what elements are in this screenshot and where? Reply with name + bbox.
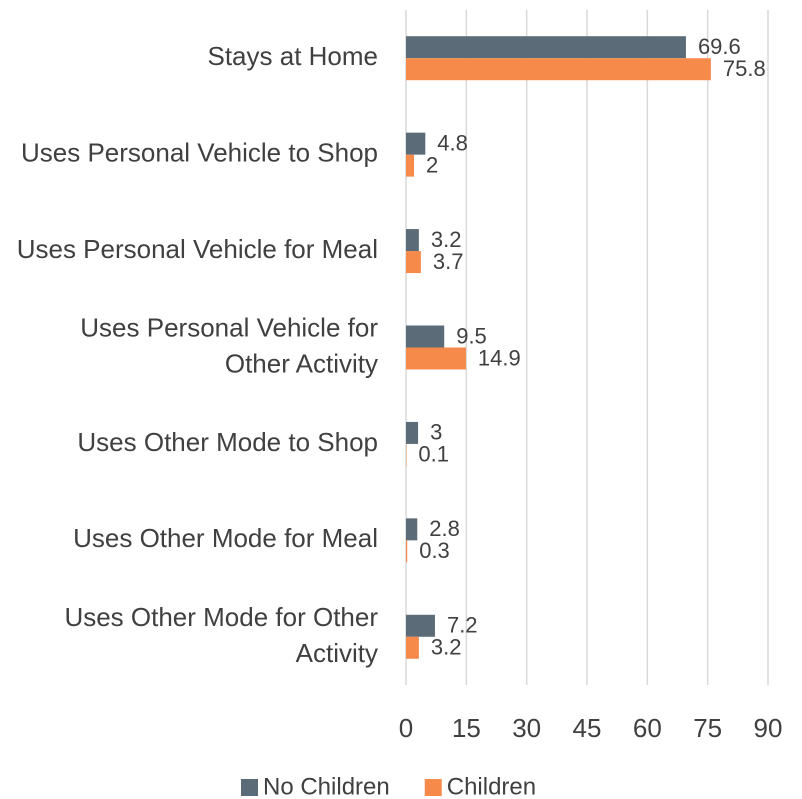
value-label: 9.5: [456, 323, 487, 348]
bar: [406, 347, 466, 370]
x-tick-label: 75: [693, 713, 722, 743]
y-tick-label: Uses Other Mode for Other Activity: [64, 602, 378, 668]
value-label: 3.2: [431, 635, 462, 660]
x-tick-label: 45: [573, 713, 602, 743]
bar: [406, 636, 419, 659]
label-line: Activity: [296, 638, 378, 668]
y-tick-label: Uses Other Mode to Shop: [77, 427, 378, 457]
bar: [406, 325, 445, 348]
y-tick-label: Uses Other Mode for Meal: [73, 523, 378, 553]
value-label: 69.6: [698, 34, 741, 59]
bar: [406, 229, 419, 252]
bar: [406, 36, 686, 59]
bar: [406, 154, 415, 177]
value-label: 0.3: [419, 538, 450, 563]
bar: [406, 421, 419, 444]
legend-label: No Children: [263, 773, 390, 799]
value-label: 75.8: [723, 56, 766, 81]
label-line: Uses Personal Vehicle for: [80, 312, 378, 342]
x-tick-label: 0: [399, 713, 413, 743]
value-label: 2: [426, 152, 438, 177]
value-label: 0.1: [418, 442, 449, 467]
x-tick-label: 30: [512, 713, 541, 743]
x-tick-label: 15: [452, 713, 481, 743]
value-label: 14.9: [478, 345, 521, 370]
legend-swatch: [241, 779, 258, 796]
value-label: 3.7: [433, 249, 464, 274]
legend-label: Children: [447, 773, 536, 799]
label-line: Other Activity: [225, 348, 378, 378]
bar: [406, 58, 711, 81]
bar: [406, 518, 418, 541]
y-tick-label: Stays at Home: [207, 41, 378, 71]
bar: [406, 614, 435, 637]
y-tick-label: Uses Personal Vehicle for Meal: [17, 234, 378, 264]
bar: [406, 132, 426, 155]
legend-swatch: [424, 779, 442, 796]
y-tick-label: Uses Personal Vehicle to Shop: [21, 138, 378, 168]
value-label: 3.2: [431, 227, 462, 252]
value-label: 3: [430, 420, 442, 445]
bar: [406, 540, 408, 563]
y-tick-label: Uses Personal Vehicle for Other Activity: [80, 312, 378, 378]
value-label: 4.8: [437, 130, 468, 155]
value-label: 2.8: [429, 516, 460, 541]
label-line: Uses Other Mode for Other: [64, 602, 378, 632]
value-label: 7.2: [447, 613, 478, 638]
bar: [406, 251, 421, 274]
x-tick-label: 60: [633, 713, 662, 743]
x-tick-label: 90: [754, 713, 783, 743]
